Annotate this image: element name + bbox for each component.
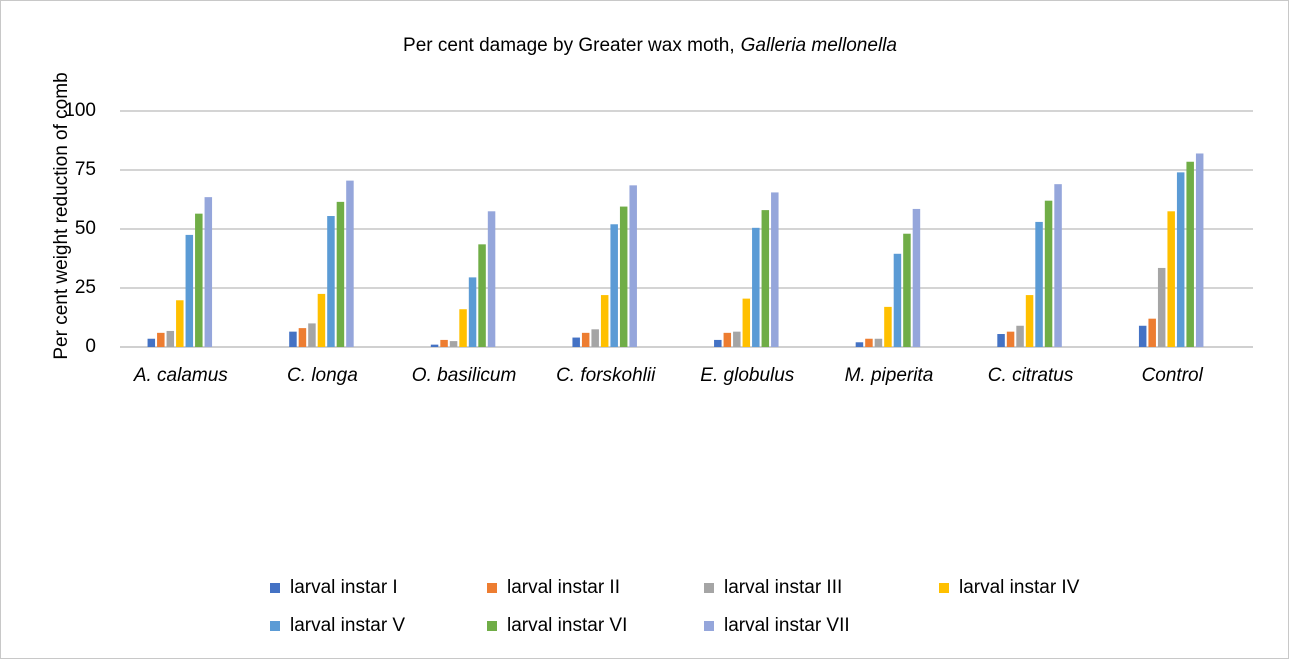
bar: [1044, 200, 1053, 347]
legend-label: larval instar III: [724, 577, 842, 598]
legend-swatch: [487, 621, 497, 631]
bar: [1006, 331, 1015, 347]
bar: [1138, 325, 1147, 347]
bar: [742, 298, 751, 347]
bar: [1157, 267, 1166, 347]
bar: [308, 323, 316, 347]
bar: [157, 332, 165, 347]
bar: [1016, 325, 1024, 347]
legend-label: larval instar VI: [507, 615, 627, 636]
bar: [336, 201, 345, 347]
x-tick-label: E. globulus: [700, 365, 795, 386]
y-tick-label: 100: [64, 100, 96, 121]
bar: [600, 295, 609, 347]
x-tick-label: C. forskohlii: [556, 365, 656, 386]
bar: [478, 244, 486, 347]
bar: [884, 306, 892, 347]
bar: [487, 211, 496, 347]
bar: [1148, 318, 1156, 347]
legend-swatch: [939, 583, 949, 593]
bar: [449, 341, 458, 347]
bar: [572, 337, 580, 347]
legend-label: larval instar V: [290, 615, 405, 636]
bar: [204, 197, 213, 347]
bar: [903, 233, 911, 347]
bar: [459, 309, 467, 347]
bar: [723, 332, 732, 347]
x-tick-label: Control: [1142, 365, 1204, 386]
legend-swatch: [704, 621, 714, 631]
y-tick-label: 50: [75, 218, 96, 239]
bar: [1054, 184, 1062, 347]
bar: [346, 180, 354, 347]
bar: [1186, 161, 1194, 347]
legend-label: larval instar VII: [724, 615, 850, 636]
bar: [195, 213, 203, 347]
bar: [771, 192, 779, 347]
legend-label: larval instar II: [507, 577, 620, 598]
x-tick-label: A. calamus: [133, 365, 228, 386]
bar: [714, 339, 722, 347]
title-text: Per cent damage by Greater wax moth,: [403, 35, 735, 56]
bar: [865, 338, 873, 347]
bar: [761, 210, 770, 347]
bar: [733, 331, 741, 347]
legend-label: larval instar I: [290, 577, 398, 598]
x-tick-label: O. basilicum: [412, 365, 517, 386]
legend-swatch: [270, 583, 280, 593]
bar: [147, 338, 156, 347]
bar: [855, 342, 864, 347]
bar: [1195, 153, 1204, 347]
bar: [752, 227, 760, 347]
bar: [317, 293, 326, 347]
bar: [629, 185, 637, 347]
chart-title: Per cent damage by Greater wax moth, Gall…: [403, 35, 897, 56]
bar: [327, 216, 335, 347]
bar: [1025, 295, 1034, 347]
bar: [912, 208, 921, 347]
bar: [166, 330, 175, 347]
bar: [610, 224, 618, 347]
bar: [176, 300, 184, 347]
x-tick-label: C. longa: [287, 365, 358, 386]
bar: [997, 334, 1005, 347]
bar: [893, 253, 902, 347]
bar: [591, 329, 599, 347]
legend-swatch: [270, 621, 280, 631]
legend-label: larval instar IV: [959, 577, 1080, 598]
bar: [298, 328, 307, 347]
y-axis-label: Per cent weight reduction of comb: [51, 72, 72, 359]
bar: [468, 277, 477, 347]
title-species: Galleria mellonella: [741, 35, 897, 56]
legend-swatch: [487, 583, 497, 593]
y-tick-label: 25: [75, 277, 96, 298]
bar: [440, 339, 448, 347]
x-tick-label: M. piperita: [845, 365, 934, 386]
bar: [1035, 221, 1043, 347]
bar: [1167, 211, 1175, 347]
bar: [1176, 172, 1185, 347]
bar: [619, 206, 628, 347]
bar: [185, 234, 194, 347]
x-tick-label: C. citratus: [988, 365, 1074, 386]
y-tick-label: 75: [75, 159, 96, 180]
legend-swatch: [704, 583, 714, 593]
bar: [430, 344, 439, 347]
bar: [874, 338, 883, 347]
bar: [581, 332, 590, 347]
bar: [289, 331, 297, 347]
y-tick-label: 0: [85, 336, 96, 357]
